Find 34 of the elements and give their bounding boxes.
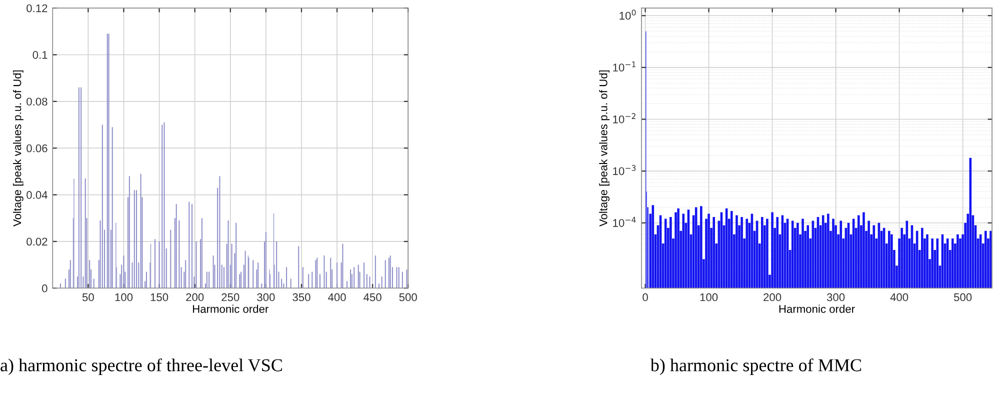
y-axis-title: Voltage [peak values p.u. of Ud] [13,70,24,226]
x-tick-label: 400 [890,293,908,302]
text: a) harmonic spectre of three-level VSC [0,358,282,376]
text: b) harmonic spectre of MMC [650,358,862,376]
x-tick-label: 300 [257,293,275,302]
y-tick-label: 10$^{−4}$ [613,216,636,227]
y-axis-title: Voltage [peak values p.u. of Ud] [599,70,610,226]
x-tick-label: 500 [954,293,972,302]
x-tick-label: 100 [700,293,718,302]
x-tick-label: 200 [764,293,782,302]
y-tick-label: 0.12 [26,4,48,12]
x-tick-label: 350 [292,293,310,302]
x-tick-label: 250 [222,293,240,302]
y-tick-label: 10$^{−1}$ [613,61,636,72]
x-tick-label: 450 [364,293,382,302]
x-axis-title: Harmonic order [193,304,268,313]
x-tick-label: 400 [328,293,346,302]
y-tick-label: 0.08 [26,98,48,106]
x-tick-label: 300 [826,293,845,302]
x-tick-label: 150 [150,293,168,302]
y-tick-label: 0.02 [26,238,48,246]
y-tick-label: 10$^{−3}$ [613,164,636,176]
y-tick-label: 10$^{0}$ [620,10,636,20]
x-tick-label: 100 [115,293,133,302]
y-tick-label: 0 [42,284,48,292]
y-tick-label: 0.1 [32,51,48,59]
x-tick-label: 500 [399,293,417,302]
x-tick-label: 50 [82,293,94,302]
y-tick-label: 0.06 [26,144,48,152]
y-tick-label: 10$^{−2}$ [613,113,636,124]
x-tick-label: 200 [186,293,204,302]
x-axis-title: Harmonic order [779,304,855,313]
x-tick-label: 0 [642,293,648,302]
y-tick-label: 0.04 [26,191,48,199]
